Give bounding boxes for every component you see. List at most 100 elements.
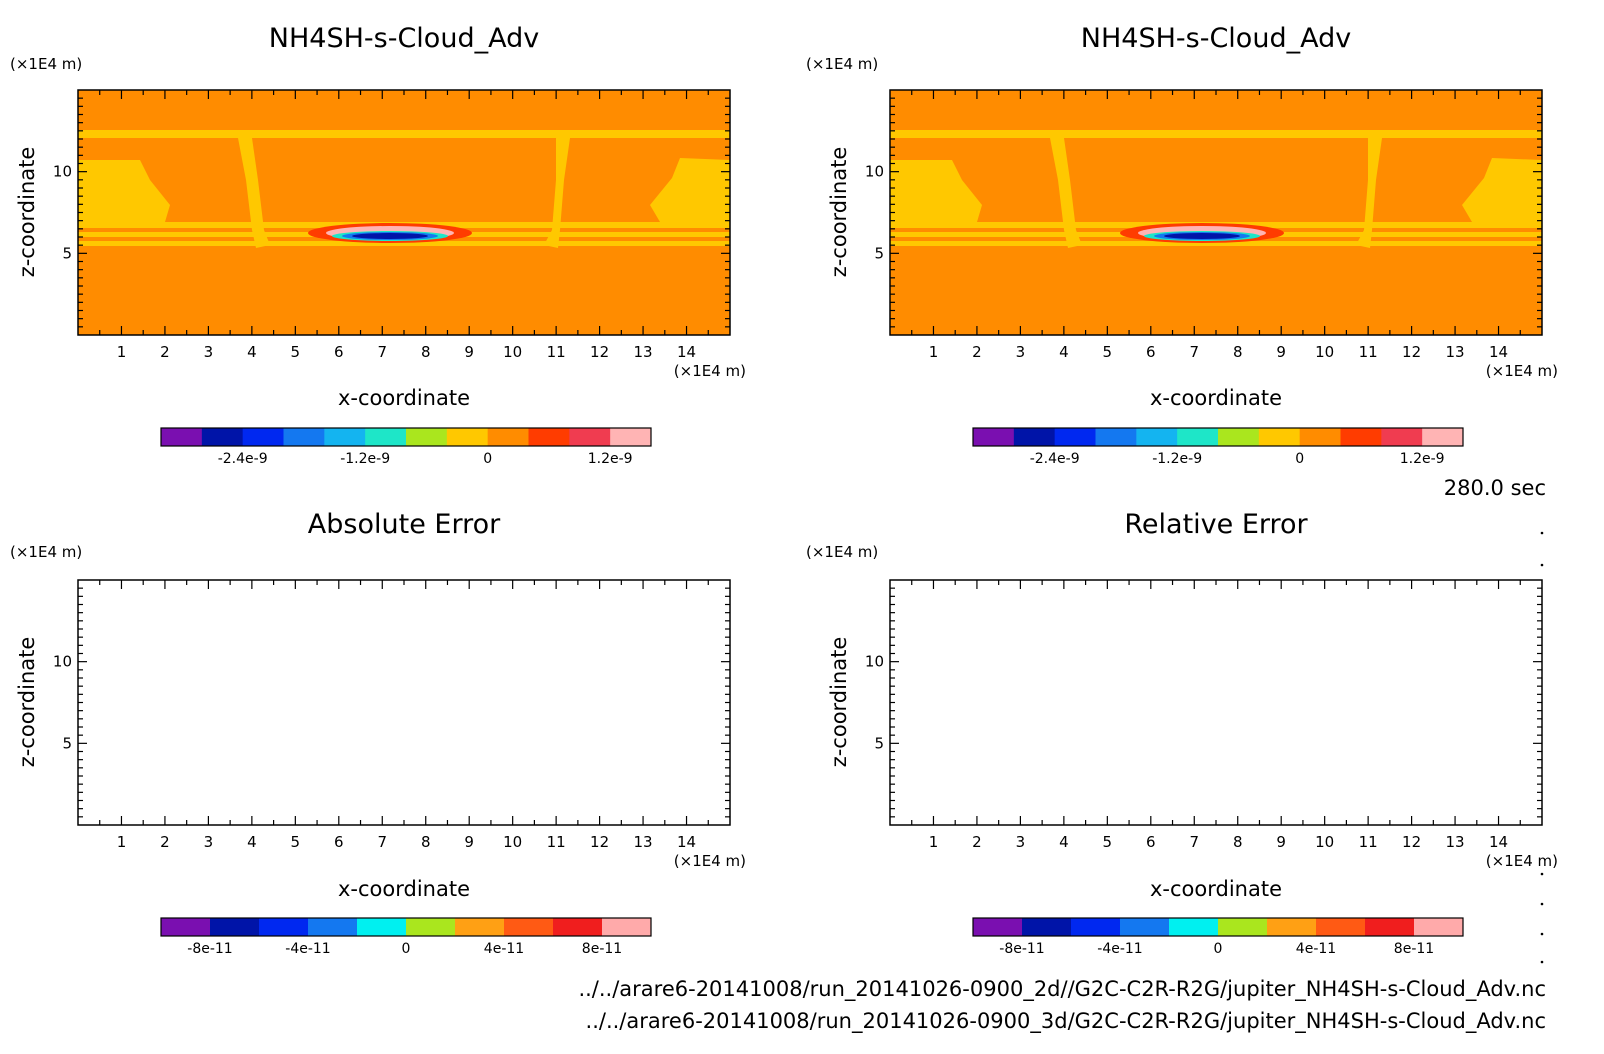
y-axis-label: z-coordinate <box>15 637 39 768</box>
x-tick-label: 2 <box>972 833 982 851</box>
y-tick-label: 10 <box>53 653 72 671</box>
x-tick-label: 1 <box>929 343 939 361</box>
x-tick-label: 4 <box>1059 343 1069 361</box>
x-tick-label: 7 <box>1189 343 1199 361</box>
colorbar-bin <box>1120 918 1170 936</box>
x-tick-label: 8 <box>421 833 431 851</box>
x-tick-label: 9 <box>464 833 474 851</box>
heatmap-field <box>78 90 730 335</box>
y-tick-label: 10 <box>865 163 884 181</box>
colorbar-bin <box>1316 918 1366 936</box>
upper-inversion-band <box>78 130 730 138</box>
colorbar-bin <box>1054 428 1096 446</box>
x-tick-label: 10 <box>1315 833 1334 851</box>
x-tick-label: 6 <box>1146 343 1156 361</box>
colorbar-bin <box>1422 428 1464 446</box>
colorbar-bin <box>161 918 211 936</box>
right-cloud-wedge <box>650 158 730 222</box>
x-tick-label: 1 <box>929 833 939 851</box>
x-tick-label: 6 <box>334 833 344 851</box>
colorbar-bin <box>610 428 652 446</box>
x-tick-label: 11 <box>547 343 566 361</box>
colorbar-bin <box>210 918 260 936</box>
right-updraft-column <box>544 138 570 248</box>
colorbar-label: 0 <box>1214 941 1223 957</box>
y-axis-label: z-coordinate <box>15 147 39 278</box>
colorbar-bin <box>308 918 358 936</box>
x-tick-label: 11 <box>547 833 566 851</box>
colorbar-bin <box>602 918 652 936</box>
x-tick-label: 4 <box>247 833 257 851</box>
x-tick-label: 12 <box>590 833 609 851</box>
colorbar-label: -8e-11 <box>187 941 232 957</box>
colorbar-bin <box>528 428 570 446</box>
panel-title: Relative Error <box>1124 509 1308 540</box>
colorbar-bin <box>357 918 407 936</box>
left-cloud-wedge <box>78 160 170 222</box>
x-tick-label: 7 <box>377 343 387 361</box>
panel-3: Relative Error (×1E4 m) 1 2 3 4 5 6 7 8 9 10 11 12 1… <box>806 509 1558 957</box>
colorbar-bin <box>1095 428 1137 446</box>
y-unit-label: (×1E4 m) <box>806 55 878 73</box>
left-cloud-wedge <box>890 160 982 222</box>
y-unit-label: (×1E4 m) <box>10 543 82 561</box>
colorbar-bin <box>1169 918 1219 936</box>
colorbar-label: -4e-11 <box>285 941 330 957</box>
colorbar-label: 8e-11 <box>582 941 622 957</box>
plot-frame <box>77 579 731 826</box>
x-tick-label: 13 <box>1446 343 1465 361</box>
x-tick-label: 10 <box>503 343 522 361</box>
stray-dot <box>1540 902 1544 906</box>
x-tick-label: 10 <box>503 833 522 851</box>
colorbar-bin <box>1218 918 1268 936</box>
time-label: 280.0 sec <box>1444 476 1546 500</box>
colorbar-bin <box>1177 428 1219 446</box>
colorbar-bin <box>446 428 489 446</box>
colorbar-bin <box>201 428 244 446</box>
x-tick-label: 7 <box>377 833 387 851</box>
y-tick-label: 5 <box>62 244 72 262</box>
panel-title: NH4SH-s-Cloud_Adv <box>1081 23 1351 54</box>
colorbar-bin <box>973 428 1015 446</box>
colorbar-bin <box>283 428 325 446</box>
x-tick-label: 6 <box>334 343 344 361</box>
x-tick-label: 2 <box>972 343 982 361</box>
left-updraft-column <box>238 138 270 248</box>
x-tick-label: 5 <box>291 343 301 361</box>
mid-level-band-lower <box>890 241 1542 246</box>
plot-frame <box>889 579 1543 826</box>
x-tick-label: 5 <box>1103 833 1113 851</box>
x-tick-label: 1 <box>117 833 127 851</box>
x-tick-label: 12 <box>1402 833 1421 851</box>
colorbar-label: 4e-11 <box>484 941 524 957</box>
panel-2: Absolute Error (×1E4 m) 1 2 3 4 5 6 7 8 9 10 11 12 1… <box>10 509 746 957</box>
colorbar-frame <box>972 917 1464 937</box>
x-tick-label: 7 <box>1189 833 1199 851</box>
colorbar-bin <box>161 428 203 446</box>
colorbar-label: 4e-11 <box>1296 941 1336 957</box>
panel-1: NH4SH-s-Cloud_Adv (×1E4 m) 1 2 3 4 5 6 7 8 9 10 11… <box>806 23 1558 467</box>
colorbar-bin <box>1365 918 1415 936</box>
mid-level-band-lower <box>78 241 730 246</box>
y-tick-label: 10 <box>53 163 72 181</box>
dot-column <box>1540 531 1544 964</box>
x-tick-label: 14 <box>1489 833 1508 851</box>
panel-title: Absolute Error <box>308 509 501 540</box>
x-tick-label: 13 <box>634 343 653 361</box>
x-tick-label: 14 <box>677 343 696 361</box>
field-background <box>890 90 1542 335</box>
colorbar-bin <box>1013 428 1056 446</box>
stray-dot <box>1540 531 1544 535</box>
x-tick-label: 3 <box>1016 343 1026 361</box>
upper-inversion-band <box>890 130 1542 138</box>
x-tick-label: 4 <box>247 343 257 361</box>
colorbar-label: -2.4e-9 <box>1030 451 1080 467</box>
x-tick-label: 12 <box>1402 343 1421 361</box>
x-tick-label: 3 <box>204 343 214 361</box>
x-tick-label: 12 <box>590 343 609 361</box>
x-tick-label: 8 <box>1233 343 1243 361</box>
x-tick-label: 9 <box>464 343 474 361</box>
x-tick-label: 14 <box>1489 343 1508 361</box>
x-tick-label: 11 <box>1359 833 1378 851</box>
